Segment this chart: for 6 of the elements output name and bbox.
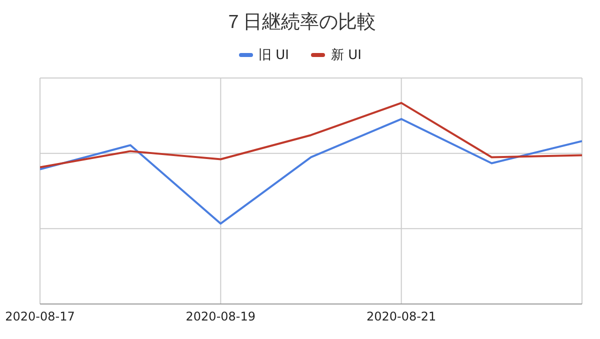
legend-label: 新 UI bbox=[330, 47, 362, 64]
legend-label: 旧 UI bbox=[258, 47, 289, 64]
chart-title: ７日継続率の比較 bbox=[223, 10, 377, 35]
x-tick-label: 2020-08-19 bbox=[186, 310, 256, 324]
x-tick-label: 2020-08-17 bbox=[5, 310, 75, 324]
x-tick-label: 2020-08-21 bbox=[366, 310, 436, 324]
